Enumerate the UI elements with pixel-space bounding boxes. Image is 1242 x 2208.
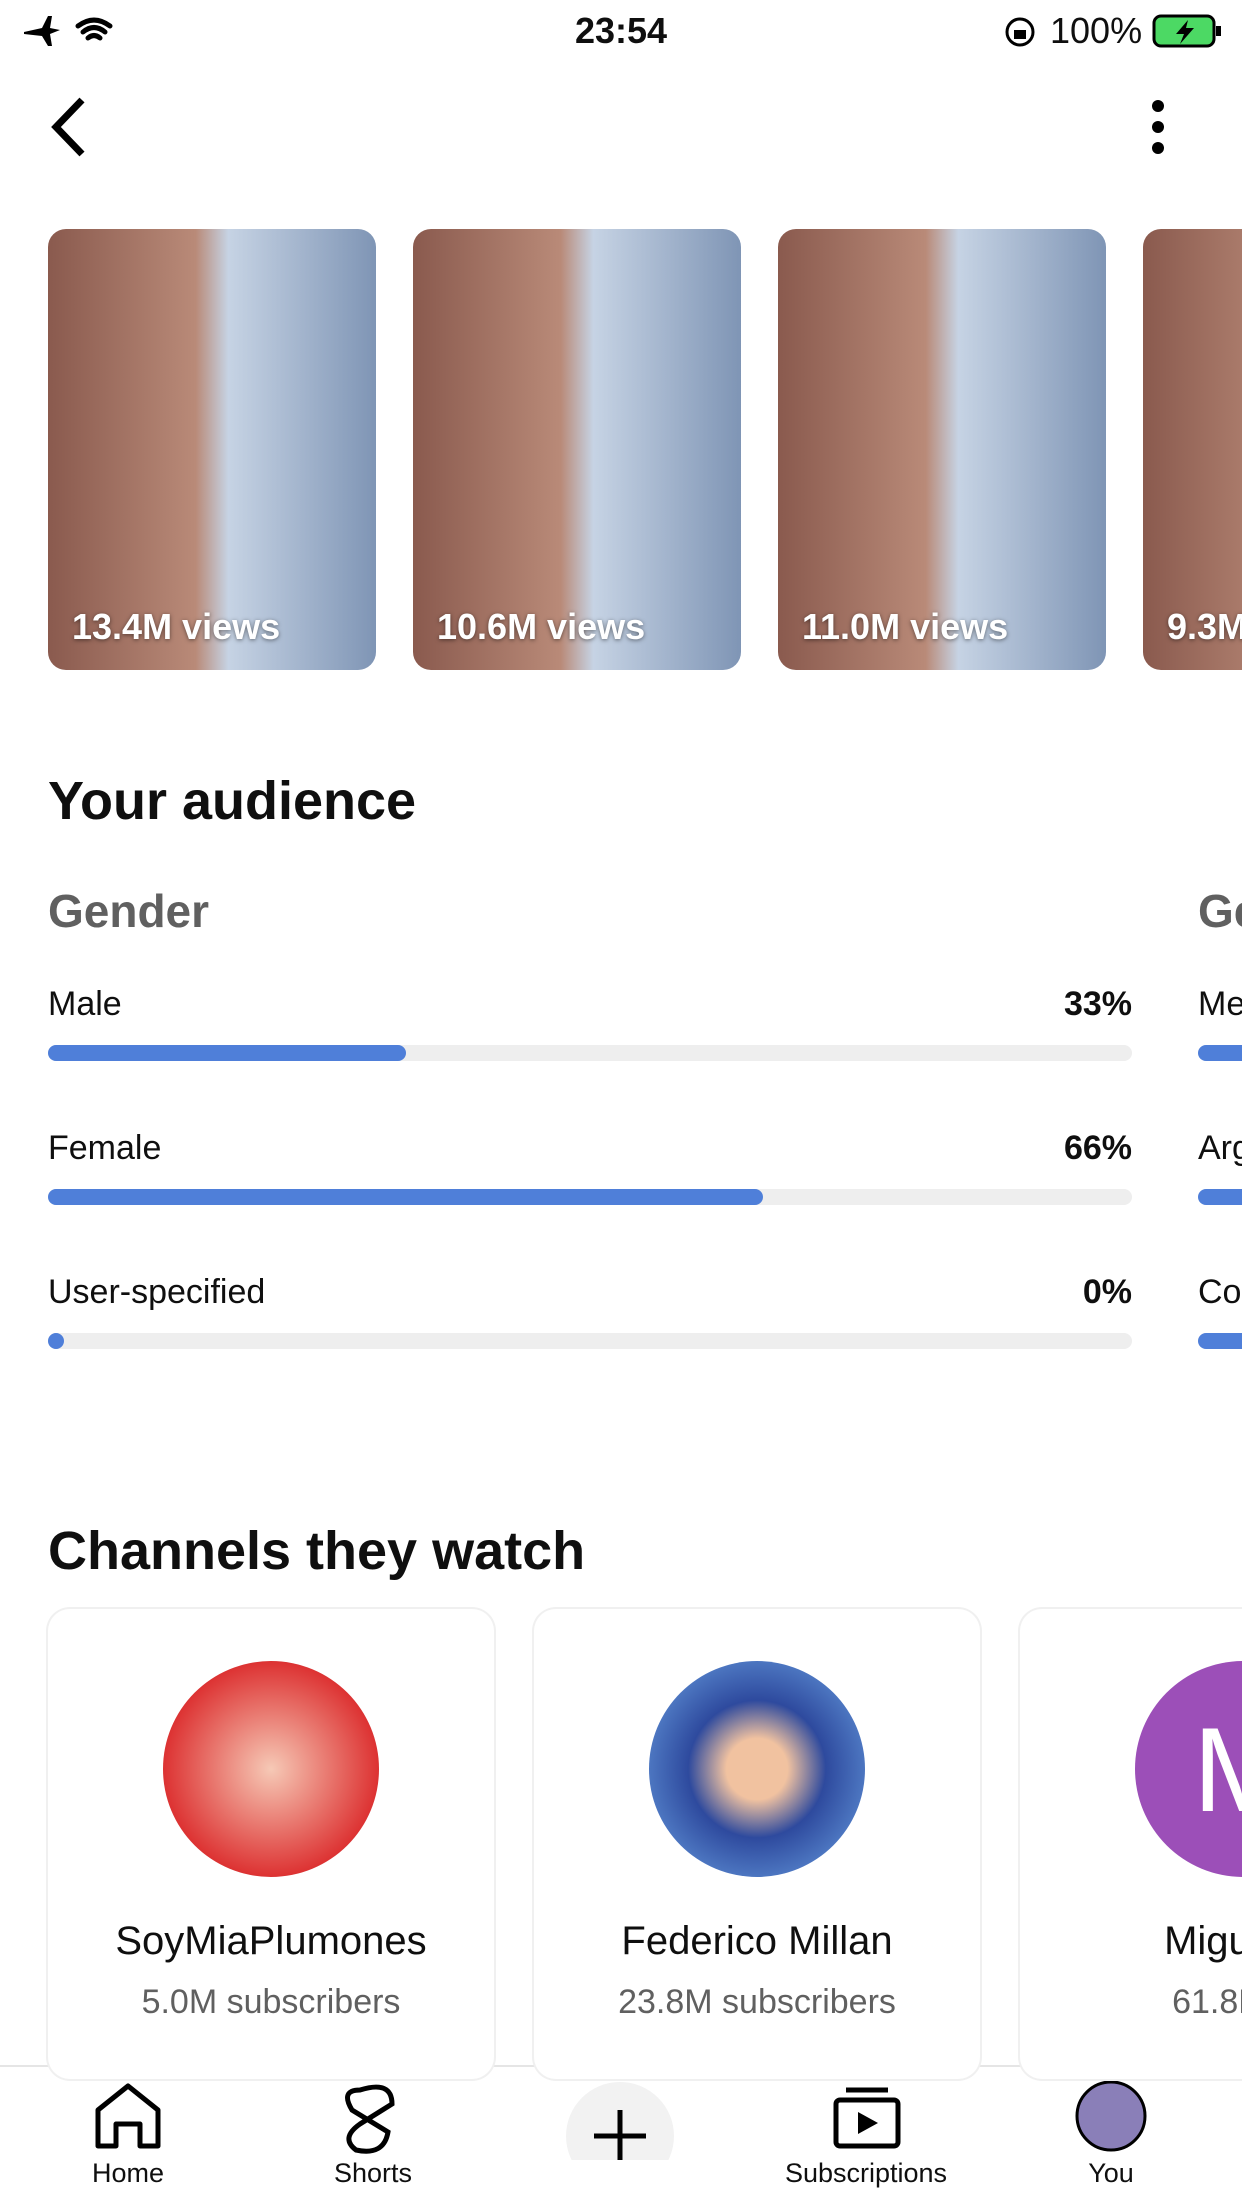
bar-fill [1198, 1045, 1242, 1061]
card-title: Ge [1198, 885, 1242, 937]
channel-card[interactable]: Federico Millan 23.8M subscribers [534, 1609, 980, 2079]
row-label: Female [48, 1129, 162, 1167]
lock-icon [1005, 17, 1035, 47]
section-title: Channels they watch [48, 1521, 586, 1581]
view-count: 10.6M views [437, 606, 646, 647]
nav-item[interactable]: Home [91, 2158, 165, 2188]
video-thumbnail[interactable]: 10.6M views [413, 229, 741, 670]
bar-fill [1198, 1333, 1242, 1349]
status-icons [24, 16, 113, 46]
row-value: 33% [1063, 985, 1132, 1023]
channel-card[interactable]: SoyMiaPlumones 5.0M subscribers [48, 1609, 494, 2079]
row-label: Co [1198, 1273, 1242, 1311]
video-thumbnail[interactable]: 13.4M views [48, 229, 376, 670]
nav-item[interactable]: Shorts [333, 2158, 413, 2188]
channel-card[interactable]: M Miguel H 61.8K sul [1020, 1609, 1242, 2079]
video-thumbnail[interactable]: 11.0M views [778, 229, 1106, 670]
channel-name: Miguel H [1164, 1919, 1242, 1963]
view-count: 9.3M views [1167, 606, 1242, 647]
bar-track [48, 1333, 1132, 1349]
subscriber-count: 23.8M subscribers [618, 1983, 896, 2021]
view-count: 11.0M views [802, 606, 1009, 647]
row-value: 0% [1082, 1273, 1132, 1311]
bar-fill [48, 1045, 406, 1061]
nav-item[interactable]: Subscriptions [784, 2158, 948, 2188]
time: 23:54 [574, 10, 668, 51]
battery-text: 100% [1050, 10, 1143, 51]
row-label: Arg [1198, 1129, 1242, 1167]
row-value: 66% [1063, 1129, 1132, 1167]
subscriber-count: 61.8K sul [1172, 1983, 1242, 2021]
bar-fill [1198, 1189, 1242, 1205]
subscriber-count: 5.0M subscribers [141, 1983, 401, 2021]
channel-name: SoyMiaPlumones [115, 1919, 427, 1963]
row-label: Male [48, 985, 122, 1023]
avatar-initial: M [1135, 1701, 1242, 1839]
bar-track [48, 1045, 1132, 1061]
channel-avatar: M [1135, 1661, 1242, 1877]
view-count: 13.4M views [72, 606, 281, 647]
bar-fill [48, 1189, 764, 1205]
nav-icons [95, 2080, 1147, 2160]
bar-fill [48, 1333, 64, 1349]
battery-icon [1152, 14, 1221, 48]
more-button[interactable] [1146, 100, 1170, 156]
channel-avatar [649, 1661, 865, 1877]
bar-track [48, 1189, 1132, 1205]
row-label: Me [1198, 985, 1242, 1023]
channel-name: Federico Millan [621, 1919, 893, 1963]
row-label: User-specified [48, 1273, 266, 1311]
nav-item[interactable]: You [1088, 2158, 1134, 2188]
section-title: Your audience [48, 771, 417, 831]
video-thumbnail[interactable]: 9.3M views [1143, 229, 1242, 670]
channel-avatar [163, 1661, 379, 1877]
card-title: Gender [48, 885, 210, 937]
back-button[interactable] [46, 96, 96, 160]
